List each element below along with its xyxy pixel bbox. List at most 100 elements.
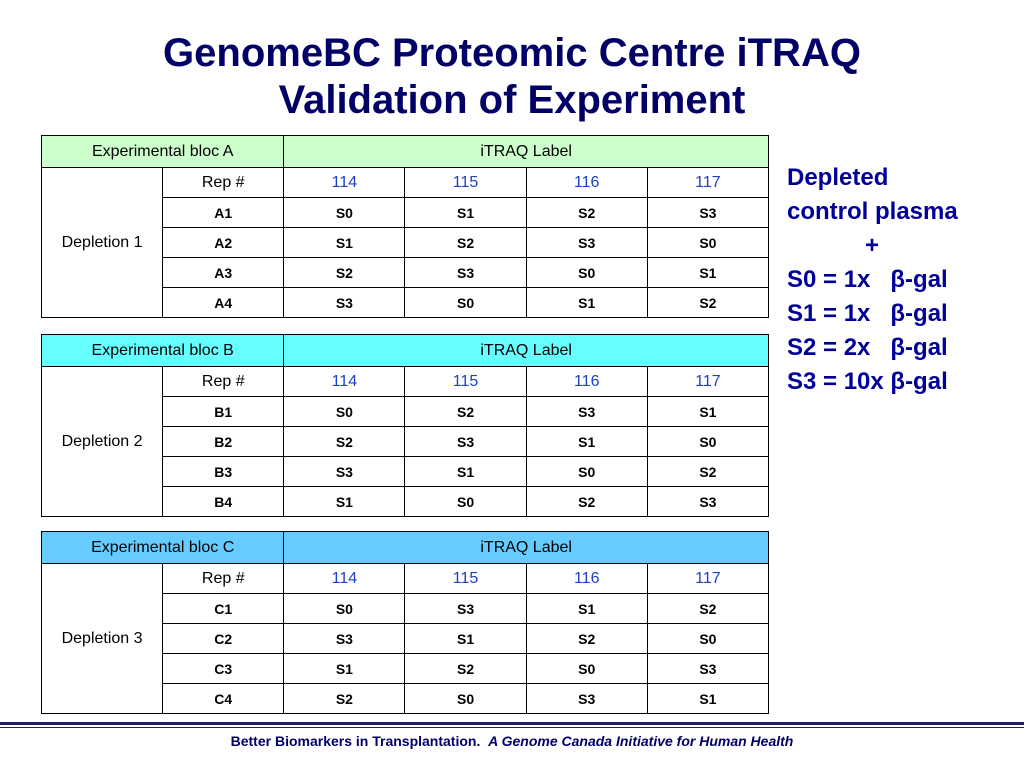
rep-cell: A2 bbox=[162, 227, 285, 258]
sample-cell: S3 bbox=[646, 653, 770, 684]
sample-cell: S2 bbox=[283, 426, 406, 457]
label-117: 117 bbox=[646, 563, 770, 594]
sample-cell: S2 bbox=[646, 593, 770, 624]
bloc-a-depletion: Depletion 1 bbox=[40, 167, 164, 318]
side-line-1: Depleted bbox=[787, 164, 889, 191]
table-row: A3 S2 S3 S0 S1 bbox=[42, 257, 770, 288]
footer-rule-thick bbox=[0, 722, 1024, 725]
rep-header: Rep # bbox=[162, 563, 285, 594]
sample-cell: S1 bbox=[525, 593, 648, 624]
sample-cell: S2 bbox=[646, 287, 770, 318]
sample-cell: S2 bbox=[525, 623, 648, 654]
sample-cell: S2 bbox=[283, 257, 406, 288]
sample-cell: S3 bbox=[646, 486, 770, 517]
bloc-b-table: Experimental bloc B iTRAQ Label Depletio… bbox=[40, 334, 770, 517]
side-plus: + bbox=[865, 232, 880, 259]
sample-cell: S0 bbox=[646, 227, 770, 258]
side-item-s3: S3 = 10x β-gal bbox=[787, 368, 948, 395]
sample-cell: S1 bbox=[404, 456, 527, 487]
bloc-a-header: Experimental bloc A bbox=[40, 135, 285, 168]
label-116: 116 bbox=[525, 366, 648, 397]
sample-cell: S1 bbox=[404, 197, 527, 228]
sample-cell: S3 bbox=[525, 396, 648, 427]
sample-cell: S1 bbox=[646, 396, 770, 427]
bloc-c-header: Experimental bloc C bbox=[40, 531, 285, 564]
table-row: B1 S0 S2 S3 S1 bbox=[42, 396, 770, 427]
label-114: 114 bbox=[283, 167, 406, 198]
footer-rule-thin bbox=[0, 727, 1024, 728]
label-116: 116 bbox=[525, 563, 648, 594]
footer-right: A Genome Canada Initiative for Human Hea… bbox=[488, 733, 794, 749]
sample-cell: S0 bbox=[525, 653, 648, 684]
rep-cell: B2 bbox=[162, 426, 285, 457]
rep-cell: C1 bbox=[162, 593, 285, 624]
table-row: C4 S2 S0 S3 S1 bbox=[42, 683, 770, 714]
sample-cell: S0 bbox=[283, 593, 406, 624]
sample-cell: S1 bbox=[404, 623, 527, 654]
bloc-b-depletion: Depletion 2 bbox=[40, 366, 164, 517]
sample-cell: S3 bbox=[404, 593, 527, 624]
sample-cell: S2 bbox=[283, 683, 406, 714]
rep-cell: C3 bbox=[162, 653, 285, 684]
rep-cell: C2 bbox=[162, 623, 285, 654]
rep-cell: C4 bbox=[162, 683, 285, 714]
slide-title: GenomeBC Proteomic Centre iTRAQ Validati… bbox=[0, 30, 1024, 124]
sample-cell: S1 bbox=[283, 653, 406, 684]
sample-cell: S1 bbox=[525, 426, 648, 457]
sample-cell: S3 bbox=[525, 227, 648, 258]
sample-cell: S0 bbox=[525, 456, 648, 487]
sample-cell: S0 bbox=[404, 287, 527, 318]
sample-cell: S2 bbox=[525, 486, 648, 517]
label-117: 117 bbox=[646, 366, 770, 397]
table-row: B4 S1 S0 S2 S3 bbox=[42, 486, 770, 517]
rep-cell: B1 bbox=[162, 396, 285, 427]
side-item-s0: S0 = 1x β-gal bbox=[787, 266, 948, 293]
sample-cell: S1 bbox=[646, 683, 770, 714]
sample-cell: S3 bbox=[283, 623, 406, 654]
table-row: C2 S3 S1 S2 S0 bbox=[42, 623, 770, 654]
sample-cell: S2 bbox=[404, 396, 527, 427]
label-115: 115 bbox=[404, 366, 527, 397]
sample-cell: S1 bbox=[283, 486, 406, 517]
bloc-c-table: Experimental bloc C iTRAQ Label Depletio… bbox=[40, 531, 770, 714]
sample-cell: S3 bbox=[404, 426, 527, 457]
label-116: 116 bbox=[525, 167, 648, 198]
bloc-c-depletion: Depletion 3 bbox=[40, 563, 164, 714]
label-115: 115 bbox=[404, 167, 527, 198]
sample-cell: S0 bbox=[404, 486, 527, 517]
sample-cell: S3 bbox=[283, 456, 406, 487]
label-114: 114 bbox=[283, 366, 406, 397]
label-117: 117 bbox=[646, 167, 770, 198]
sample-cell: S1 bbox=[646, 257, 770, 288]
rep-cell: A4 bbox=[162, 287, 285, 318]
table-row: C1 S0 S3 S1 S2 bbox=[42, 593, 770, 624]
side-line-2: control plasma bbox=[787, 198, 958, 225]
sample-cell: S0 bbox=[404, 683, 527, 714]
sample-cell: S0 bbox=[283, 197, 406, 228]
footer: Better Biomarkers in Transplantation. A … bbox=[0, 733, 1024, 749]
sample-cell: S3 bbox=[525, 683, 648, 714]
side-item-s2: S2 = 2x β-gal bbox=[787, 334, 948, 361]
sample-cell: S2 bbox=[404, 227, 527, 258]
sample-cell: S2 bbox=[404, 653, 527, 684]
sample-cell: S2 bbox=[646, 456, 770, 487]
label-114: 114 bbox=[283, 563, 406, 594]
rep-header: Rep # bbox=[162, 167, 285, 198]
footer-left: Better Biomarkers in Transplantation. bbox=[230, 733, 481, 749]
sample-cell: S1 bbox=[283, 227, 406, 258]
table-row: C3 S1 S2 S0 S3 bbox=[42, 653, 770, 684]
bloc-b-header: Experimental bloc B bbox=[40, 334, 285, 367]
rep-cell: B3 bbox=[162, 456, 285, 487]
bloc-a-table: Experimental bloc A iTRAQ Label Depletio… bbox=[40, 135, 770, 318]
title-line-2: Validation of Experiment bbox=[278, 78, 746, 122]
sample-cell: S0 bbox=[525, 257, 648, 288]
sample-cell: S0 bbox=[283, 396, 406, 427]
sample-cell: S1 bbox=[525, 287, 648, 318]
rep-cell: A3 bbox=[162, 257, 285, 288]
side-legend: Depleted control plasma + S0 = 1x β-gal … bbox=[787, 161, 1017, 399]
side-item-s1: S1 = 1x β-gal bbox=[787, 300, 948, 327]
sample-cell: S2 bbox=[525, 197, 648, 228]
table-row: A4 S3 S0 S1 S2 bbox=[42, 287, 770, 318]
title-line-1: GenomeBC Proteomic Centre iTRAQ bbox=[163, 31, 861, 75]
sample-cell: S3 bbox=[283, 287, 406, 318]
